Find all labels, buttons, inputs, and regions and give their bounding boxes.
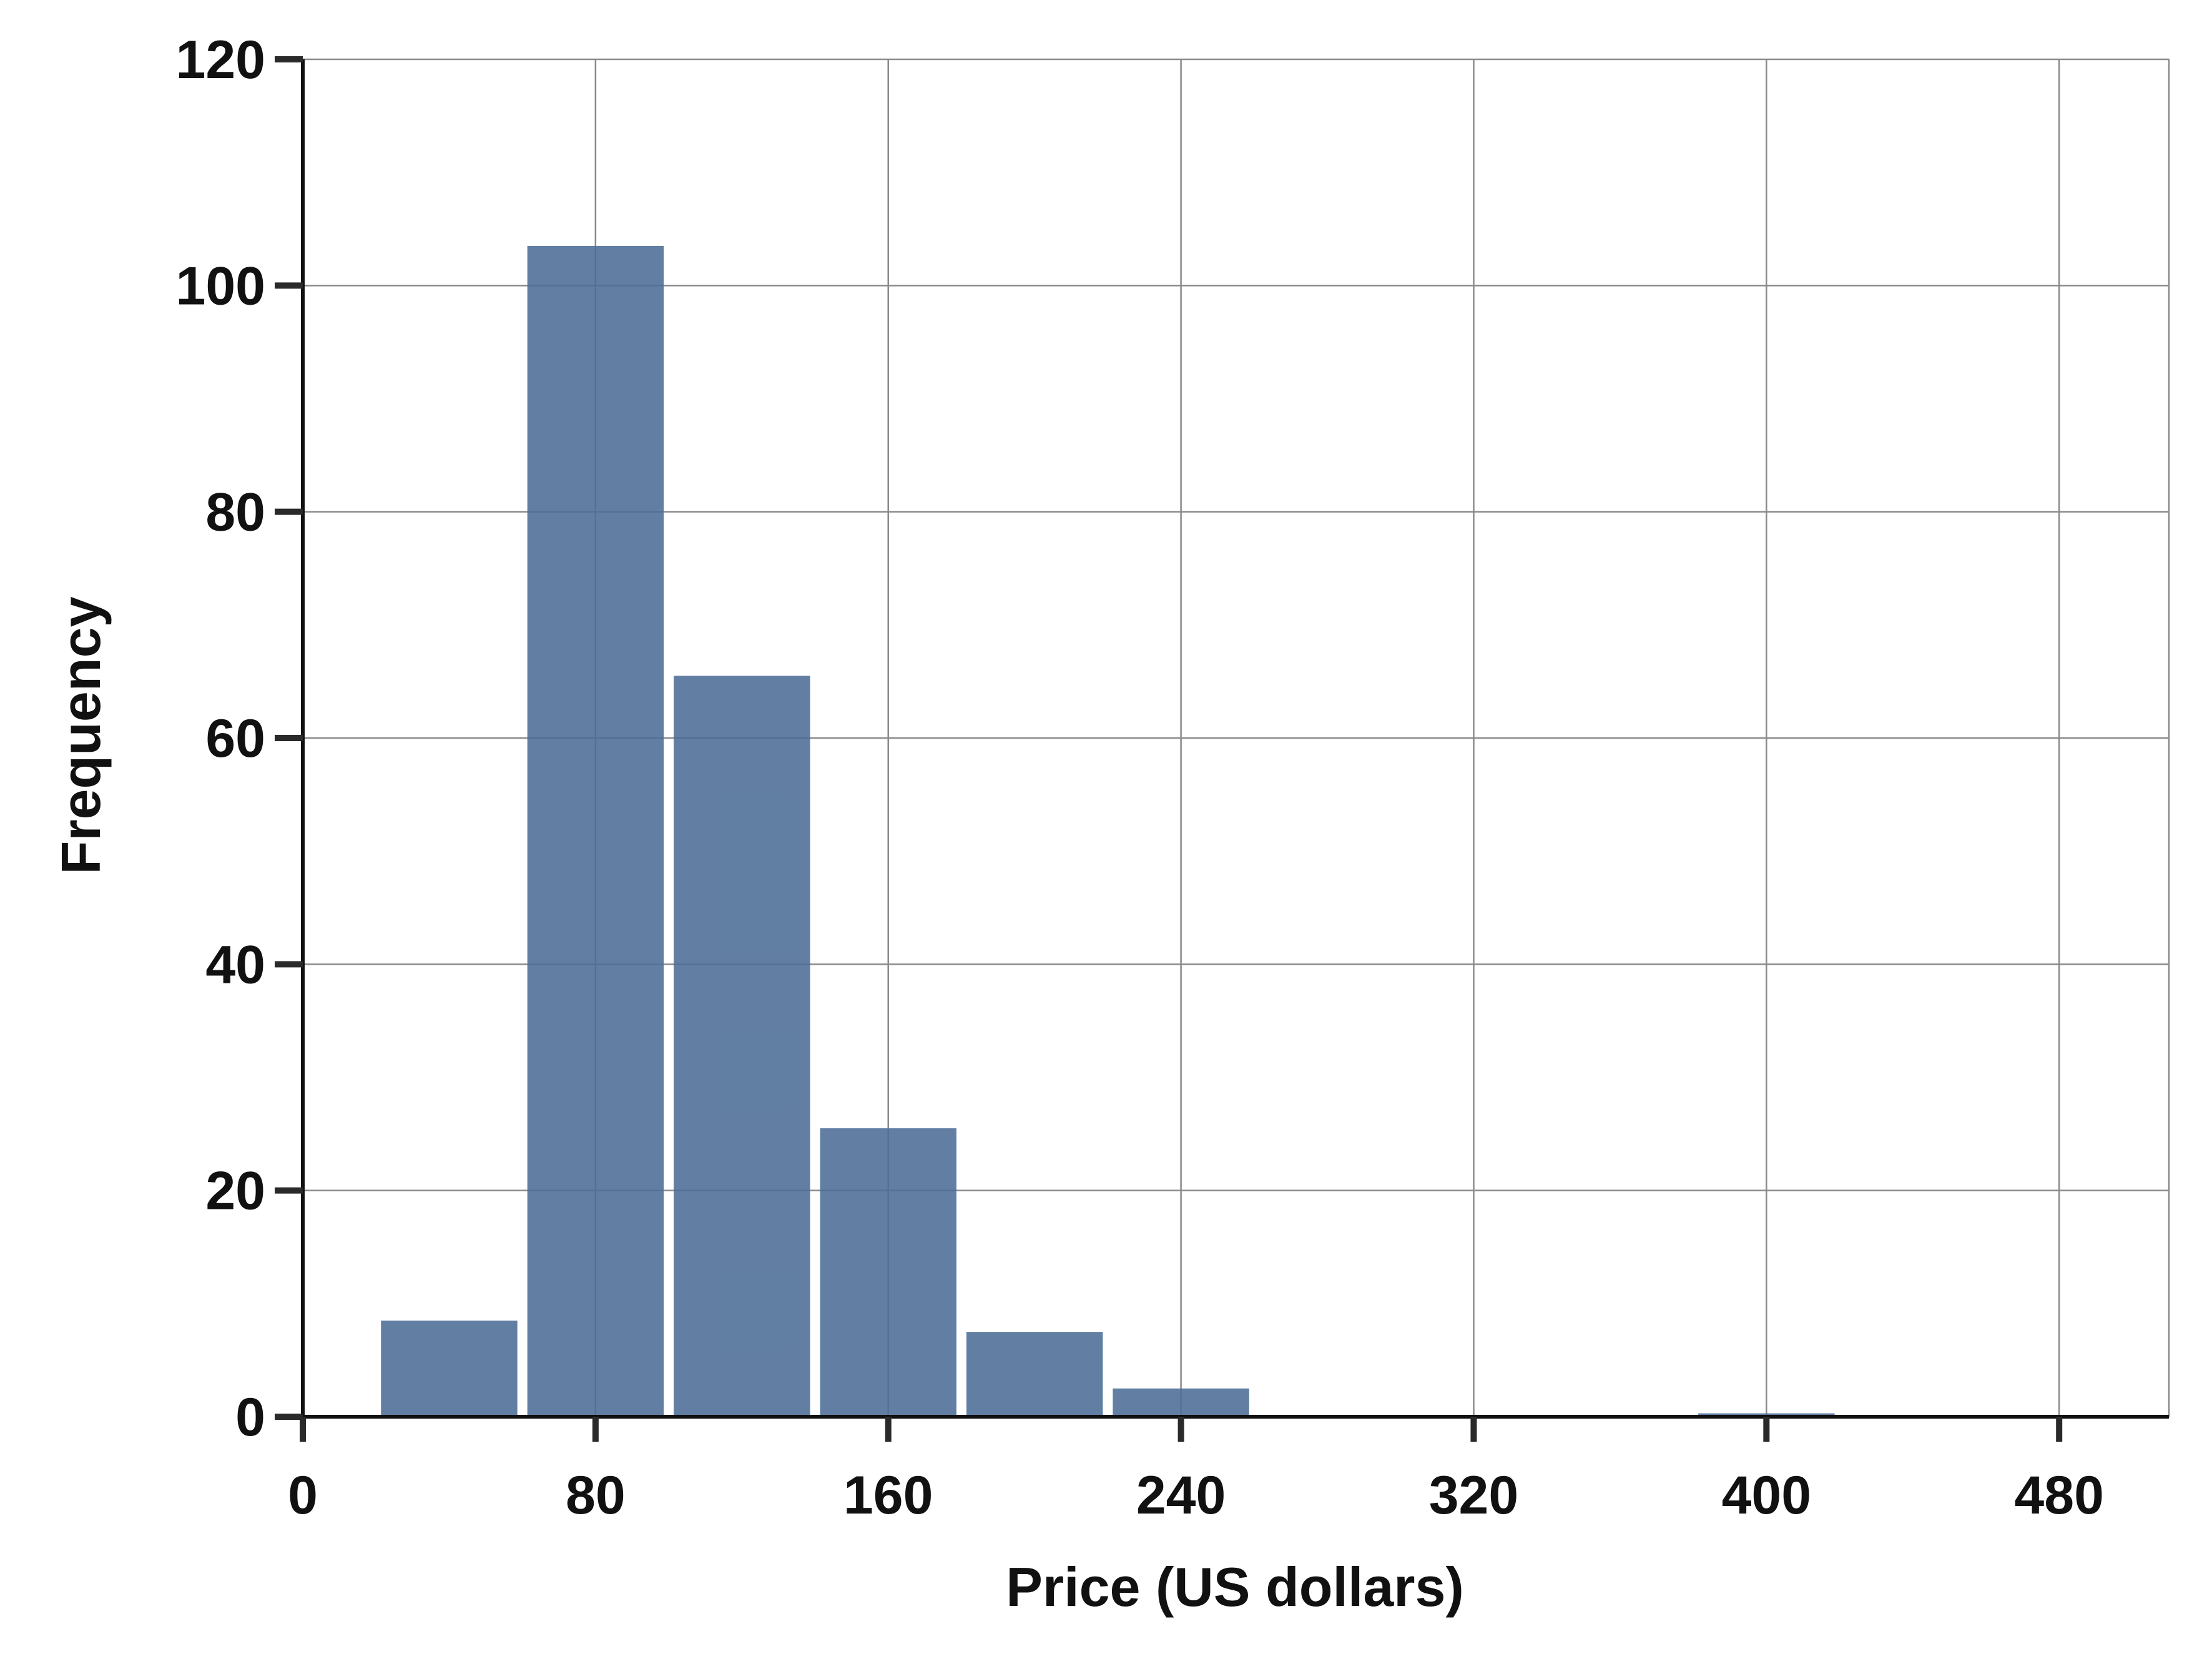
x-tick-label: 480	[2014, 1465, 2104, 1525]
histogram-bar	[1113, 1388, 1249, 1417]
y-tick-label: 80	[205, 483, 265, 543]
histogram-bar	[820, 1128, 956, 1417]
histogram-bar	[527, 245, 664, 1417]
y-tick-label: 60	[205, 709, 265, 769]
x-axis-title: Price (US dollars)	[1006, 1556, 1464, 1618]
axes	[275, 56, 2169, 1442]
y-tick-label: 40	[205, 935, 265, 995]
y-tick-label: 0	[235, 1387, 265, 1447]
x-tick-label: 240	[1136, 1465, 1226, 1525]
tick-labels: 0 20 40 60 80 100 120 0 80 160 240 320 400 480	[176, 30, 2104, 1525]
histogram-bar	[674, 676, 810, 1417]
x-tick-label: 0	[288, 1465, 318, 1525]
y-tick-label: 120	[176, 30, 266, 90]
y-axis-title: Frequency	[50, 596, 112, 874]
histogram-bar	[381, 1321, 518, 1417]
histogram-bar	[966, 1332, 1103, 1417]
x-tick-label: 80	[566, 1465, 626, 1525]
y-tick-label: 100	[176, 256, 266, 316]
x-tick-label: 320	[1429, 1465, 1519, 1525]
x-tick-label: 400	[1722, 1465, 1812, 1525]
y-tick-label: 20	[205, 1161, 265, 1221]
histogram-bars	[381, 245, 1835, 1417]
x-tick-label: 160	[843, 1465, 933, 1525]
